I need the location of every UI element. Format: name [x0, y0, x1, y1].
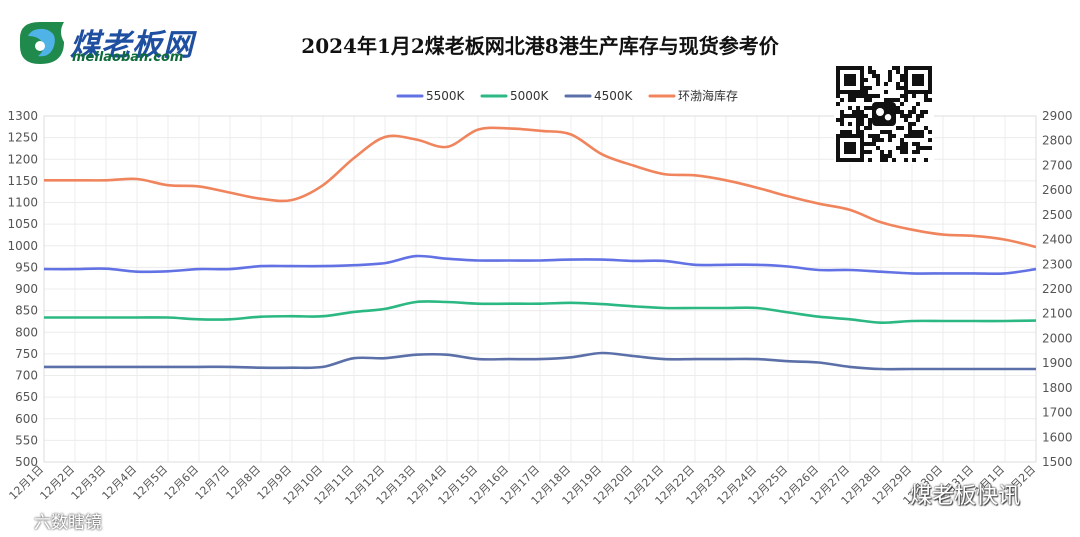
- y-left-tick-label: 500: [15, 455, 38, 469]
- y-right-tick-label: 2200: [1042, 282, 1073, 296]
- y-left-tick-label: 700: [15, 369, 38, 383]
- y-left-tick-label: 600: [15, 412, 38, 426]
- logo-text: 煤老板网: [70, 28, 194, 63]
- y-right-tick-label: 1800: [1042, 381, 1073, 395]
- legend-label[interactable]: 5500K: [426, 89, 466, 103]
- y-right-tick-label: 2600: [1042, 183, 1073, 197]
- y-right-tick-label: 1700: [1042, 406, 1073, 420]
- y-left-tick-label: 1150: [7, 174, 38, 188]
- series-line-1: [44, 300, 1037, 325]
- y-right-tick-label: 1600: [1042, 430, 1073, 444]
- y-left-tick-label: 1200: [7, 152, 38, 166]
- qr-code-icon: [834, 64, 934, 164]
- grid: [43, 115, 1037, 463]
- y-left-tick-label: 800: [15, 325, 38, 339]
- logo-domain: meilaoban.com: [72, 50, 184, 65]
- watermark-left: 六数瞎镜: [34, 513, 102, 533]
- y-right-tick-label: 2400: [1042, 233, 1073, 247]
- chart-title: 2024年1月2煤老板网北港8港生产库存与现货参考价: [301, 34, 779, 58]
- y-left-tick-label: 750: [15, 347, 38, 361]
- logo-emblem-icon: [20, 22, 64, 64]
- legend-label[interactable]: 5000K: [510, 89, 550, 103]
- y-right-tick-label: 2100: [1042, 307, 1073, 321]
- series-lines: [43, 126, 1037, 371]
- y-right-tick-label: 2700: [1042, 158, 1073, 172]
- series-line-0: [43, 254, 1037, 276]
- y-right-tick-label: 2900: [1042, 109, 1073, 123]
- legend-label[interactable]: 4500K: [594, 89, 634, 103]
- y-right-tick-label: 2300: [1042, 257, 1073, 271]
- y-left-tick-label: 850: [15, 304, 38, 318]
- legend-label[interactable]: 环渤海库存: [678, 88, 738, 103]
- plot-frame: [43, 115, 1037, 463]
- y-left-tick-label: 650: [15, 390, 38, 404]
- series-line-2: [44, 351, 1036, 371]
- y-left-tick-label: 1100: [7, 196, 38, 210]
- y-right-tick-label: 2800: [1042, 134, 1073, 148]
- y-right-tick-label: 1500: [1042, 455, 1073, 469]
- legend: 5500K 5000K 4500K 环渤海库存: [396, 88, 738, 103]
- y-left-tick-label: 1050: [7, 217, 38, 231]
- y-right-tick-label: 2500: [1042, 208, 1073, 222]
- y-left-tick-label: 950: [15, 260, 38, 274]
- y-left-tick-label: 550: [15, 433, 38, 447]
- y-left-tick-label: 1300: [7, 109, 38, 123]
- series-line-3: [43, 126, 1037, 249]
- watermark-right: 煤老板快讯: [910, 484, 1021, 509]
- y-left-tick-label: 1250: [7, 131, 38, 145]
- y-right-tick-label: 2000: [1042, 331, 1073, 345]
- y-left-tick-label: 900: [15, 282, 38, 296]
- y-right-tick-label: 1900: [1042, 356, 1073, 370]
- y-left-tick-label: 1000: [7, 239, 38, 253]
